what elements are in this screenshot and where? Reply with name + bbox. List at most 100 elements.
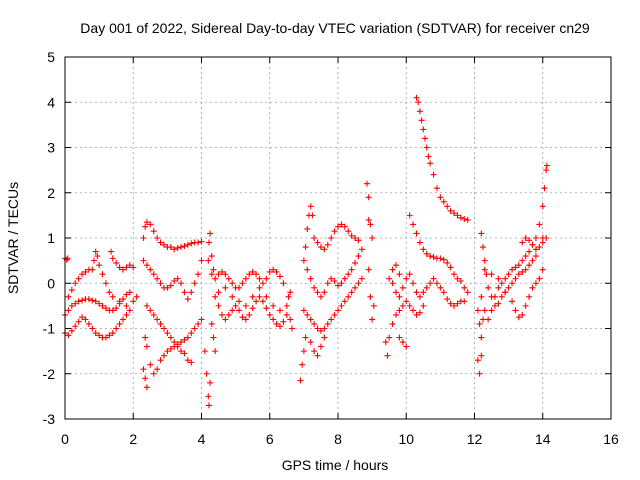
data-point — [461, 284, 468, 291]
data-point — [140, 235, 147, 241]
data-point — [287, 289, 294, 296]
data-point — [317, 327, 324, 334]
data-point — [222, 284, 229, 291]
data-point — [519, 311, 526, 318]
data-point — [488, 307, 495, 314]
data-point — [519, 257, 526, 264]
data-point — [457, 214, 464, 221]
data-point — [478, 352, 485, 359]
x-tick-label: 8 — [334, 431, 342, 447]
data-point — [96, 262, 103, 269]
y-tick-label: -3 — [43, 411, 56, 427]
axis-ticks — [64, 56, 612, 420]
data-point — [474, 307, 481, 314]
data-point — [102, 334, 109, 341]
data-point — [536, 244, 543, 251]
data-point — [314, 352, 321, 359]
data-point — [393, 262, 400, 269]
y-tick-label: 3 — [47, 140, 55, 156]
data-point — [437, 194, 444, 201]
data-point — [174, 275, 181, 282]
data-point — [495, 275, 502, 282]
data-point — [519, 268, 526, 275]
data-point — [178, 280, 185, 287]
data-point — [215, 289, 222, 296]
data-point — [369, 316, 376, 323]
data-point — [167, 334, 174, 341]
y-axis-label: SDTVAR / TECUs — [5, 182, 21, 294]
data-point — [113, 259, 120, 266]
x-tick-labels: 0 2 4 6 8 10 12 14 16 — [61, 431, 619, 447]
data-point — [225, 275, 232, 282]
data-point — [236, 307, 243, 314]
data-point — [280, 280, 287, 287]
data-point — [89, 266, 96, 273]
data-point — [539, 203, 546, 210]
x-tick-label: 12 — [467, 431, 483, 447]
data-point — [539, 266, 546, 273]
data-point — [478, 293, 485, 300]
data-point — [113, 305, 120, 312]
data-point — [491, 293, 498, 300]
data-point — [384, 352, 391, 359]
data-point — [276, 323, 283, 330]
data-point — [116, 320, 123, 327]
data-point — [420, 289, 427, 296]
data-point — [430, 254, 437, 261]
data-point — [68, 287, 75, 294]
data-point — [239, 280, 246, 287]
data-point — [335, 223, 341, 230]
data-point — [82, 316, 89, 323]
data-point — [406, 271, 413, 278]
data-point — [532, 246, 539, 253]
data-point — [198, 257, 205, 264]
data-point — [239, 314, 246, 321]
data-point — [130, 298, 137, 305]
data-point — [82, 268, 89, 275]
data-point — [218, 311, 225, 318]
data-point — [283, 302, 290, 309]
data-point — [116, 298, 123, 305]
data-point — [113, 325, 120, 332]
data-point — [208, 253, 215, 260]
data-point — [464, 216, 471, 223]
data-point — [532, 280, 539, 287]
data-point — [406, 212, 413, 219]
data-point — [246, 311, 253, 318]
data-point — [331, 228, 338, 235]
data-point — [249, 293, 256, 300]
data-point — [133, 293, 140, 300]
data-point — [423, 144, 430, 151]
data-point — [444, 203, 451, 210]
data-point — [348, 266, 355, 273]
data-point — [338, 280, 345, 287]
data-point — [433, 185, 440, 192]
data-point — [420, 126, 427, 133]
data-point — [184, 334, 191, 341]
data-point — [389, 320, 396, 327]
data-point — [256, 293, 263, 300]
data-point — [154, 275, 161, 282]
data-point — [147, 221, 154, 228]
data-point — [222, 316, 229, 323]
data-point — [365, 266, 372, 273]
data-point — [126, 289, 133, 296]
data-point — [389, 280, 396, 287]
data-point — [154, 366, 161, 373]
data-point — [68, 302, 75, 309]
x-tick-label: 0 — [61, 431, 69, 447]
data-point — [68, 327, 75, 334]
data-point — [464, 289, 471, 296]
data-point — [75, 318, 82, 325]
data-point — [79, 314, 86, 321]
data-point — [140, 366, 147, 373]
data-point — [321, 325, 328, 332]
data-point — [311, 284, 318, 291]
data-point — [65, 332, 72, 339]
data-point — [91, 257, 98, 264]
data-point — [171, 246, 178, 253]
data-point — [529, 241, 536, 248]
data-point — [140, 257, 147, 264]
data-point — [495, 300, 502, 307]
data-point — [85, 320, 92, 327]
